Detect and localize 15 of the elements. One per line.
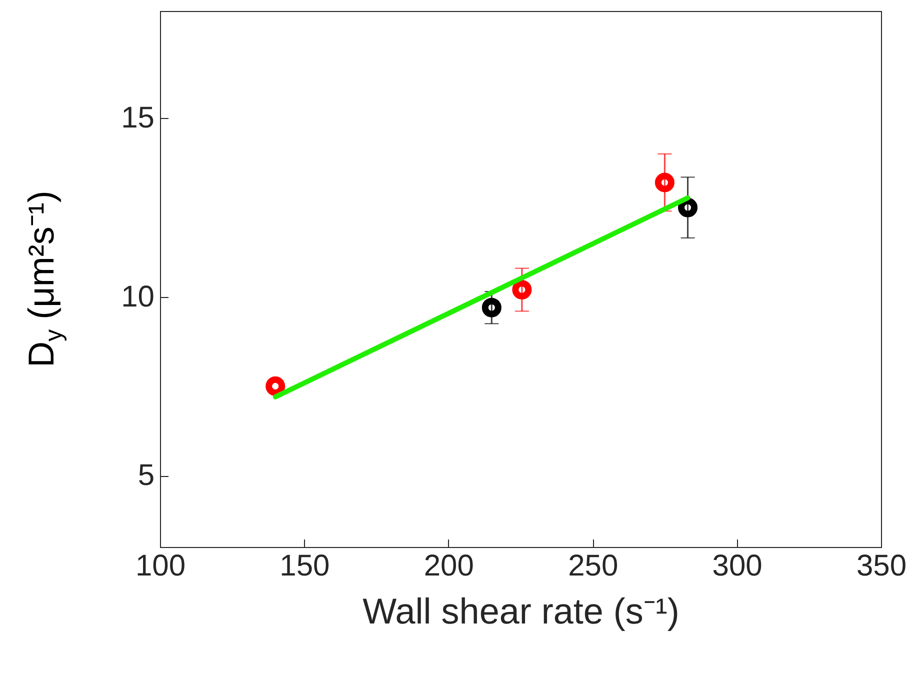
point bbox=[678, 198, 698, 218]
point bbox=[512, 280, 532, 300]
y-tick-label: 15 bbox=[121, 102, 154, 135]
y-tick-label: 5 bbox=[138, 459, 154, 492]
point bbox=[482, 298, 502, 318]
point bbox=[654, 172, 674, 192]
y-tick-label: 10 bbox=[121, 280, 154, 314]
x-axis-title: Wall shear rate (s⁻¹) bbox=[362, 590, 680, 632]
x-tick-label: 300 bbox=[712, 550, 762, 582]
x-tick-label: 200 bbox=[424, 550, 474, 582]
x-tick-label: 150 bbox=[280, 550, 330, 582]
x-tick-label: 250 bbox=[568, 550, 618, 582]
point bbox=[266, 376, 286, 396]
x-tick-label: 100 bbox=[135, 550, 186, 582]
x-tick-label: 350 bbox=[856, 550, 907, 582]
